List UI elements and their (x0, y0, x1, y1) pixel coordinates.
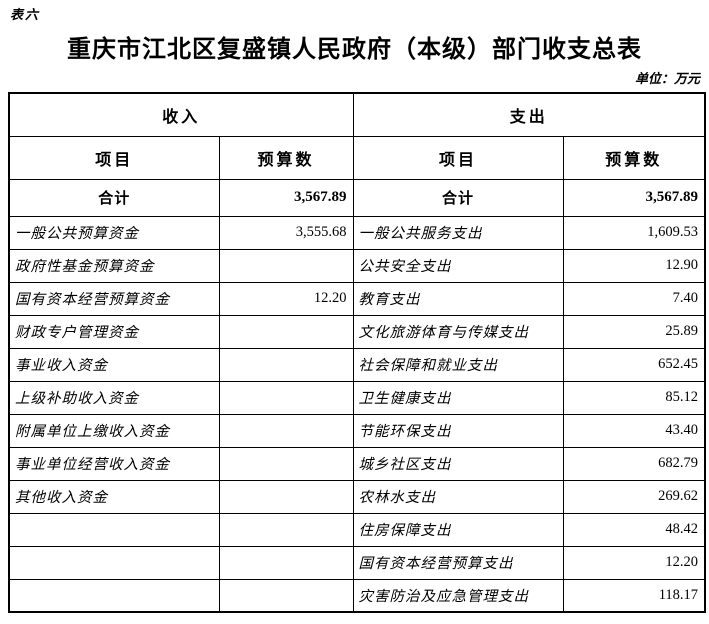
page-title: 重庆市江北区复盛镇人民政府（本级）部门收支总表 (67, 36, 642, 63)
income-total-value: 3,567.89 (218, 178, 354, 217)
table-row: 上级补助收入资金 卫生健康支出 85.12 (8, 380, 706, 415)
expense-item-cell: 农林水支出 (352, 479, 564, 514)
table-row: 其他收入资金 农林水支出 269.62 (8, 479, 706, 514)
expense-total-label: 合计 (352, 178, 564, 217)
expense-item-cell: 灾害防治及应急管理支出 (352, 578, 564, 613)
income-value-cell (218, 512, 354, 547)
expense-value-cell: 12.90 (562, 248, 706, 283)
income-item-cell: 政府性基金预算资金 (8, 248, 220, 283)
income-value-cell (218, 545, 354, 580)
expense-value-cell: 682.79 (562, 446, 706, 481)
table-row: 国有资本经营预算资金 12.20 教育支出 7.40 (8, 281, 706, 316)
income-value-cell (218, 446, 354, 481)
expense-item-cell: 国有资本经营预算支出 (352, 545, 564, 580)
expense-value-cell: 7.40 (562, 281, 706, 316)
table-number-label: 表六 (10, 7, 41, 22)
table-row: 灾害防治及应急管理支出 118.17 (8, 578, 706, 613)
expense-value-cell: 12.20 (562, 545, 706, 580)
income-value-cell (218, 578, 354, 613)
income-item-cell: 国有资本经营预算资金 (8, 281, 220, 316)
income-value-cell (218, 413, 354, 448)
table-row: 一般公共预算资金 3,555.68 一般公共服务支出 1,609.53 (8, 215, 706, 250)
income-item-cell: 上级补助收入资金 (8, 380, 220, 415)
income-value-cell (218, 380, 354, 415)
expense-item-cell: 文化旅游体育与传媒支出 (352, 314, 564, 349)
expense-item-cell: 节能环保支出 (352, 413, 564, 448)
expense-item-cell: 城乡社区支出 (352, 446, 564, 481)
expense-value-cell: 85.12 (562, 380, 706, 415)
income-item-cell: 财政专户管理资金 (8, 314, 220, 349)
expense-value-cell: 652.45 (562, 347, 706, 382)
expense-item-cell: 公共安全支出 (352, 248, 564, 283)
expense-value-cell: 1,609.53 (562, 215, 706, 250)
expense-value-cell: 269.62 (562, 479, 706, 514)
income-value-cell: 3,555.68 (218, 215, 354, 250)
expense-value-cell: 25.89 (562, 314, 706, 349)
income-total-label: 合计 (8, 178, 220, 217)
section-header-row: 收入 支出 (8, 92, 706, 137)
total-row: 合计 3,567.89 合计 3,567.89 (8, 178, 706, 217)
income-expense-table: 收入 支出 项目 预算数 项目 预算数 合计 3,567.89 合计 3,567… (8, 92, 707, 613)
expense-budget-header: 预算数 (562, 135, 706, 180)
expense-item-cell: 卫生健康支出 (352, 380, 564, 415)
income-value-cell (218, 248, 354, 283)
table-row: 附属单位上缴收入资金 节能环保支出 43.40 (8, 413, 706, 448)
expense-value-cell: 48.42 (562, 512, 706, 547)
table-row: 财政专户管理资金 文化旅游体育与传媒支出 25.89 (8, 314, 706, 349)
income-value-cell (218, 347, 354, 382)
expense-item-cell: 社会保障和就业支出 (352, 347, 564, 382)
expense-value-cell: 118.17 (562, 578, 706, 613)
income-item-cell: 一般公共预算资金 (8, 215, 220, 250)
income-item-header: 项目 (8, 135, 220, 180)
expense-item-cell: 一般公共服务支出 (352, 215, 564, 250)
expense-item-cell: 教育支出 (352, 281, 564, 316)
expense-section-header: 支出 (352, 92, 706, 137)
income-value-cell: 12.20 (218, 281, 354, 316)
income-item-cell (8, 512, 220, 547)
table-row: 政府性基金预算资金 公共安全支出 12.90 (8, 248, 706, 283)
income-item-cell: 事业单位经营收入资金 (8, 446, 220, 481)
unit-label: 单位：万元 (634, 71, 700, 86)
income-budget-header: 预算数 (218, 135, 354, 180)
column-header-row: 项目 预算数 项目 预算数 (8, 135, 706, 180)
table-row: 住房保障支出 48.42 (8, 512, 706, 547)
table-row: 事业单位经营收入资金 城乡社区支出 682.79 (8, 446, 706, 481)
expense-value-cell: 43.40 (562, 413, 706, 448)
income-item-cell: 事业收入资金 (8, 347, 220, 382)
income-value-cell (218, 479, 354, 514)
income-section-header: 收入 (8, 92, 354, 137)
table-row: 事业收入资金 社会保障和就业支出 652.45 (8, 347, 706, 382)
income-item-cell: 附属单位上缴收入资金 (8, 413, 220, 448)
table-row: 国有资本经营预算支出 12.20 (8, 545, 706, 580)
income-value-cell (218, 314, 354, 349)
income-item-cell (8, 545, 220, 580)
expense-total-value: 3,567.89 (562, 178, 706, 217)
expense-item-header: 项目 (352, 135, 564, 180)
income-item-cell (8, 578, 220, 613)
expense-item-cell: 住房保障支出 (352, 512, 564, 547)
income-item-cell: 其他收入资金 (8, 479, 220, 514)
